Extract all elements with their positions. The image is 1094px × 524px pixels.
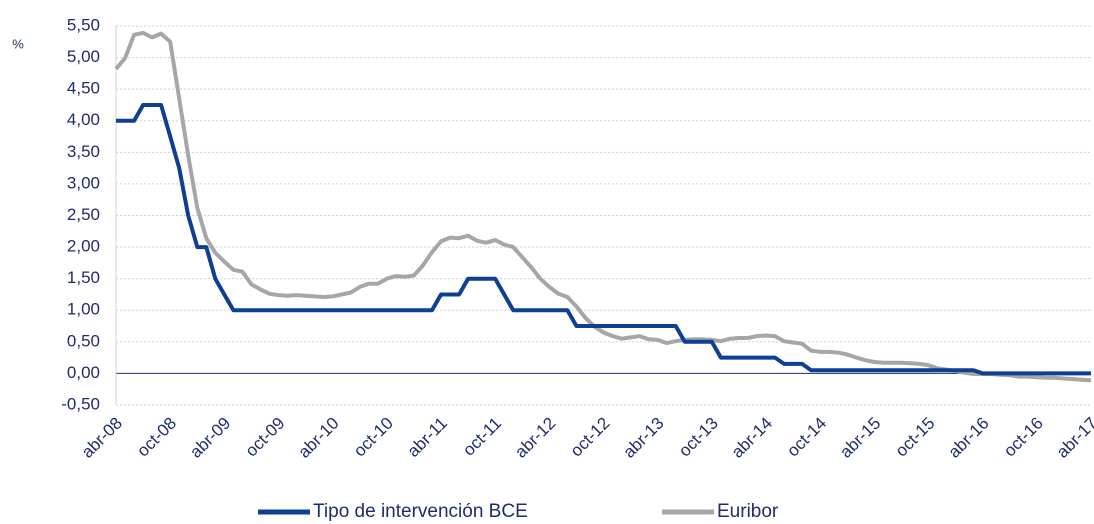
x-tick-label: oct-15 [892, 414, 939, 461]
y-tick-label: 3,00 [67, 173, 100, 192]
series-line [116, 103, 1091, 376]
x-tick-label: oct-14 [783, 414, 830, 461]
x-tick-label: abr-15 [836, 414, 884, 462]
y-tick-label: 2,50 [67, 205, 100, 224]
x-tick-label: oct-13 [675, 414, 722, 461]
x-tick-label: abr-11 [404, 414, 451, 461]
y-tick-label: 1,50 [67, 268, 100, 287]
y-tick-label: 4,50 [67, 79, 100, 98]
x-tick-label: oct-09 [242, 414, 289, 461]
x-tick-label: abr-10 [294, 414, 342, 462]
y-tick-label: 4,00 [67, 110, 100, 129]
x-tick-label: oct-16 [1000, 414, 1047, 461]
x-tick-label: abr-16 [944, 414, 992, 462]
x-tick-label: abr-14 [728, 414, 776, 462]
x-tick-label: abr-12 [511, 414, 559, 462]
x-tick-label: abr-13 [619, 414, 667, 462]
y-axis-unit: % [12, 36, 24, 51]
y-tick-label: 0,00 [67, 363, 100, 382]
y-tick-label: 5,50 [67, 15, 100, 34]
y-tick-label: 0,50 [67, 331, 100, 350]
x-tick-label: oct-10 [350, 414, 397, 461]
legend-label: Tipo de intervención BCE [313, 501, 528, 522]
y-tick-label: 5,00 [67, 47, 100, 66]
x-tick-label: oct-08 [133, 414, 180, 461]
x-tick-label: abr-08 [78, 414, 126, 462]
y-tick-label: 1,00 [67, 300, 100, 319]
y-tick-label: 3,50 [67, 142, 100, 161]
x-tick-label: oct-12 [567, 414, 614, 461]
x-tick-label: oct-11 [459, 414, 505, 460]
series-line [114, 30, 1092, 383]
y-tick-label: 2,00 [67, 237, 100, 256]
x-tick-label: abr-17 [1053, 414, 1094, 462]
x-tick-label: abr-09 [186, 414, 234, 462]
y-tick-label: -0,50 [61, 394, 100, 413]
legend-label: Euribor [717, 501, 779, 522]
